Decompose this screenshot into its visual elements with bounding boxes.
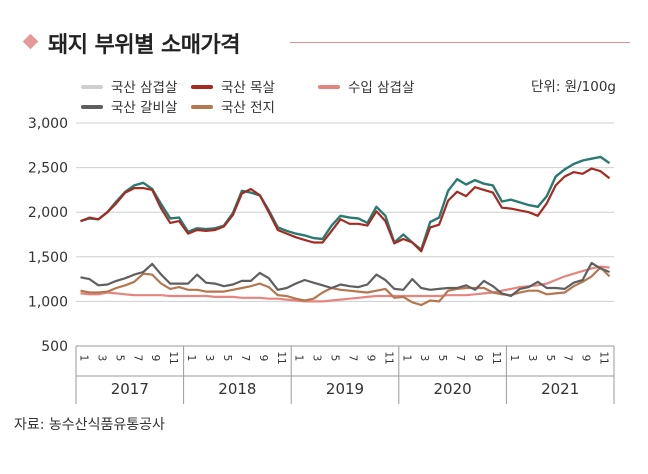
x-month-tick-label: 5: [221, 355, 233, 362]
chart-title: 돼지 부위별 소매가격: [48, 33, 240, 58]
x-month-tick-label: 11: [275, 351, 287, 364]
y-tick-label: 2,500: [28, 161, 68, 177]
legend-label: 국산 전지: [221, 100, 275, 116]
x-year-label: 2017: [111, 380, 149, 398]
y-tick-label: 2,000: [28, 205, 68, 221]
legend-item: 국산 갈비살: [81, 100, 177, 116]
legend-item: 국산 전지: [191, 100, 275, 116]
x-year-label: 2019: [326, 380, 364, 398]
series-line-galbisal: [80, 261, 610, 298]
title-divider: [290, 42, 630, 43]
grid-layer: [76, 122, 614, 347]
x-month-tick-label: 5: [329, 355, 341, 362]
legend-item: 국산 삼겹살: [81, 80, 177, 96]
x-month-tick-label: 5: [436, 355, 448, 362]
x-month-tick-label: 7: [454, 355, 466, 362]
x-month-tick-label: 3: [526, 355, 538, 362]
x-month-tick-label: 7: [562, 355, 574, 362]
series-layer: [80, 155, 611, 307]
legend-item: 수입 삼겹살: [318, 80, 414, 96]
x-month-tick-label: 3: [418, 355, 430, 362]
x-month-tick-label: 1: [293, 355, 305, 362]
x-month-tick-label: 1: [77, 355, 89, 362]
x-month-tick-label: 7: [131, 355, 143, 362]
x-month-tick-label: 1: [508, 355, 520, 362]
x-month-tick-label: 1: [400, 355, 412, 362]
x-month-tick-label: 11: [382, 351, 394, 364]
x-month-tick-label: 7: [239, 355, 251, 362]
series-line-moksal: [80, 167, 611, 253]
series-line-jeonji: [80, 266, 611, 307]
y-tick-label: 500: [41, 339, 68, 355]
x-month-tick-label: 9: [580, 355, 592, 362]
legend-item: 국산 목살: [191, 80, 275, 96]
x-month-tick-label: 7: [346, 355, 358, 362]
x-month-tick-label: 11: [598, 351, 610, 364]
legend-label: 수입 삼겹살: [348, 80, 414, 96]
unit-label: 단위: 원/100g: [531, 79, 616, 95]
series-line-imported-samgyeopsal: [80, 265, 610, 303]
x-month-tick-label: 9: [149, 355, 161, 362]
legend-label: 국산 목살: [221, 80, 275, 96]
x-month-tick-label: 11: [167, 351, 179, 364]
x-month-tick-label: 3: [311, 355, 323, 362]
x-year-label: 2018: [218, 380, 256, 398]
x-month-tick-label: 9: [472, 355, 484, 362]
series-line-samgyeopsal: [80, 155, 611, 251]
x-year-label: 2021: [541, 380, 579, 398]
title-row: 돼지 부위별 소매가격: [0, 14, 648, 58]
legend-label: 국산 갈비살: [111, 100, 177, 116]
y-tick-label: 1,000: [28, 294, 68, 310]
y-tick-label: 3,000: [28, 116, 68, 132]
x-month-tick-label: 1: [185, 355, 197, 362]
x-month-tick-label: 5: [544, 355, 556, 362]
x-month-tick-label: 3: [95, 355, 107, 362]
x-month-tick-label: 3: [203, 355, 215, 362]
source-note: 자료: 농수산식품유통공사: [14, 417, 165, 433]
x-year-label: 2020: [434, 380, 472, 398]
x-month-tick-label: 11: [490, 351, 502, 364]
x-month-tick-label: 9: [257, 355, 269, 362]
legend-label: 국산 삼겹살: [111, 80, 177, 96]
y-tick-label: 1,500: [28, 250, 68, 266]
x-month-tick-label: 5: [113, 355, 125, 362]
x-month-tick-label: 9: [364, 355, 376, 362]
